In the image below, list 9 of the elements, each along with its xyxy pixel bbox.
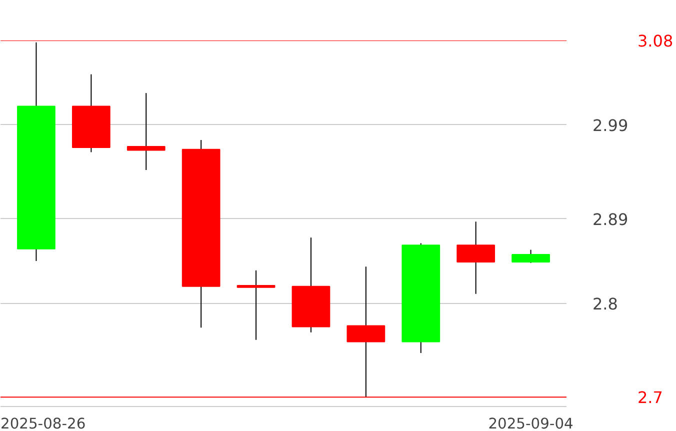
y-tick-label: 2.8 [592, 294, 618, 314]
y-tick-label: 2.99 [592, 116, 628, 135]
x-tick-label: 2025-08-26 [0, 416, 86, 431]
candlestick [126, 92, 166, 171]
x-tick-label: 2025-09-04 [488, 416, 574, 431]
ref-line-label: 2.7 [638, 388, 663, 408]
y-tick-label: 2.89 [592, 210, 628, 229]
ref-line-label: 3.08 [638, 32, 674, 50]
candlestick [236, 270, 276, 340]
